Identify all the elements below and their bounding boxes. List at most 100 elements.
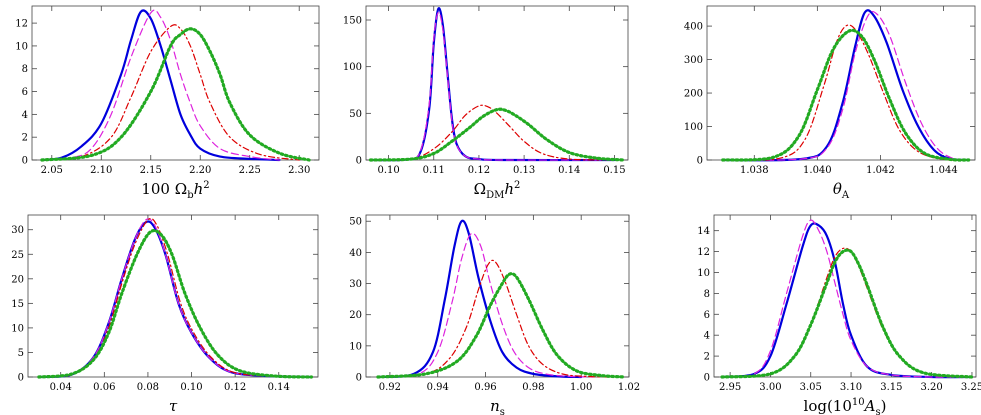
series-line-red	[377, 259, 611, 378]
x-tick-label: 1.040	[803, 165, 832, 176]
x-tick-label: 3.00	[759, 382, 781, 393]
y-tick-label: 10	[349, 341, 362, 352]
y-tick-label: 50	[349, 109, 362, 120]
x-tick-label: 3.05	[800, 382, 822, 393]
y-tick-label: 20	[349, 310, 362, 321]
x-tick-label: 3.15	[880, 382, 902, 393]
series-line-magenta	[722, 10, 970, 161]
x-axis-label-part: A	[863, 397, 876, 415]
y-tick-label: 300	[684, 55, 703, 66]
x-tick-label: 0.96	[474, 382, 496, 393]
y-tick-label: 8	[22, 64, 28, 75]
series-line-green	[40, 27, 311, 162]
y-tick-label: 30	[11, 225, 24, 236]
y-tick-label: 0	[697, 156, 703, 167]
series-line-green	[368, 107, 626, 162]
series-line-magenta	[369, 11, 616, 161]
x-tick-label: 2.30	[288, 165, 310, 176]
series-line-blue	[40, 9, 281, 162]
x-axis-label-part: b	[187, 190, 193, 201]
series-line-magenta	[38, 218, 313, 378]
y-tick-label: 10	[11, 323, 24, 334]
x-tick-label: 0.10	[180, 382, 202, 393]
x-axis-label: log(1010As)	[804, 397, 887, 415]
x-axis-label-part: n	[490, 397, 500, 415]
y-tick-label: 10	[697, 268, 710, 279]
x-tick-label: 0.11	[423, 165, 445, 176]
x-tick-label: 2.05	[41, 165, 63, 176]
x-tick-label: 1.044	[929, 165, 958, 176]
chart-panel-4: 0.04 0.06 0.08 0.10 0.12 0.14 0 5 10 15 20 25 30 τ	[11, 214, 319, 415]
x-axis-label-part: log(10	[804, 397, 852, 415]
x-tick-label: 0.08	[137, 382, 159, 393]
plot-frame	[365, 214, 630, 378]
x-axis-label-part: Ω	[474, 180, 486, 198]
x-tick-label: 0.13	[513, 165, 535, 176]
x-axis-label: τ	[169, 397, 178, 415]
x-tick-label: 0.04	[50, 382, 72, 393]
series-line-green	[721, 28, 971, 162]
y-tick-label: 30	[349, 279, 362, 290]
series-line-red	[38, 217, 313, 378]
y-tick-label: 15	[11, 299, 24, 310]
chart-panel-2: 0.10 0.11 0.12 0.13 0.14 0.15 0 50 100 150 ΩDMh2	[343, 5, 629, 201]
plot-frame	[27, 214, 319, 378]
y-tick-label: 5	[18, 348, 24, 359]
y-tick-label: 20	[11, 274, 24, 285]
x-axis-label-part: 100 Ω	[141, 180, 187, 198]
x-tick-label: 2.95	[719, 382, 741, 393]
x-axis-label-part: h	[194, 180, 204, 198]
x-tick-label: 1.038	[740, 165, 769, 176]
series-line-blue	[376, 219, 583, 379]
x-axis-label: 100 Ωbh2	[141, 180, 209, 201]
y-tick-label: 0	[18, 373, 24, 384]
series-line-green	[720, 248, 974, 379]
plot-frame	[706, 5, 976, 161]
y-tick-label: 0	[22, 156, 28, 167]
series-line-red	[369, 104, 616, 161]
y-tick-label: 10	[15, 41, 28, 52]
x-tick-label: 1.02	[618, 382, 640, 393]
x-tick-label: 2.10	[90, 165, 112, 176]
y-tick-label: 0	[356, 373, 362, 384]
plot-frame	[31, 5, 320, 161]
plot-frame	[365, 5, 629, 161]
y-tick-label: 0	[704, 373, 710, 384]
x-axis-label-part: τ	[169, 397, 178, 415]
x-tick-label: 0.15	[603, 165, 625, 176]
series-line-blue	[720, 222, 974, 379]
x-axis-label: ns	[490, 397, 505, 415]
y-tick-label: 40	[349, 248, 362, 259]
y-tick-label: 14	[697, 226, 710, 237]
x-tick-label: 0.14	[558, 165, 580, 176]
x-axis-label-part: h	[504, 180, 514, 198]
x-tick-label: 2.15	[140, 165, 162, 176]
x-axis-label-part: 2	[203, 180, 209, 191]
x-tick-label: 0.10	[377, 165, 399, 176]
x-tick-label: 0.12	[468, 165, 490, 176]
x-tick-label: 3.25	[961, 382, 981, 393]
x-axis-label-part: )	[881, 397, 887, 415]
x-axis-label: ΩDMh2	[474, 180, 521, 201]
y-tick-label: 4	[704, 331, 710, 342]
y-tick-label: 2	[22, 133, 28, 144]
chart-panel-3: 1.038 1.040 1.042 1.044 0 100 200 300 400 θA	[684, 5, 976, 201]
y-tick-label: 50	[349, 217, 362, 228]
x-tick-label: 3.20	[921, 382, 943, 393]
x-axis-label: θA	[833, 180, 850, 201]
y-tick-label: 400	[684, 22, 703, 33]
y-tick-label: 6	[22, 87, 28, 98]
y-tick-label: 0	[356, 156, 362, 167]
x-axis-label-part: DM	[486, 190, 504, 201]
series-line-magenta	[41, 9, 281, 161]
y-tick-label: 8	[704, 289, 710, 300]
chart-panel-1: 2.05 2.10 2.15 2.20 2.25 2.30 0 2 4 6 8 10 12 100 Ωbh…	[15, 5, 320, 201]
x-axis-label-part: 2	[514, 180, 520, 191]
y-tick-label: 4	[22, 110, 28, 121]
y-tick-label: 25	[11, 250, 24, 261]
series-line-red	[721, 247, 973, 378]
series-line-blue	[721, 9, 970, 162]
x-tick-label: 0.12	[224, 382, 246, 393]
series-line-blue	[369, 7, 616, 162]
